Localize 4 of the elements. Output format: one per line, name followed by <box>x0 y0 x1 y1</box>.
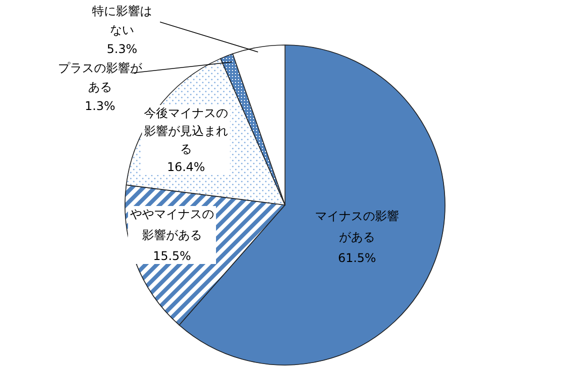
data-label: 15.5% <box>152 249 192 263</box>
slice-label: ややマイナスの影響がある <box>130 207 214 242</box>
slice-label: 今後マイナスの影響が見込まれる <box>144 106 228 156</box>
data-label: 16.4% <box>166 160 206 174</box>
